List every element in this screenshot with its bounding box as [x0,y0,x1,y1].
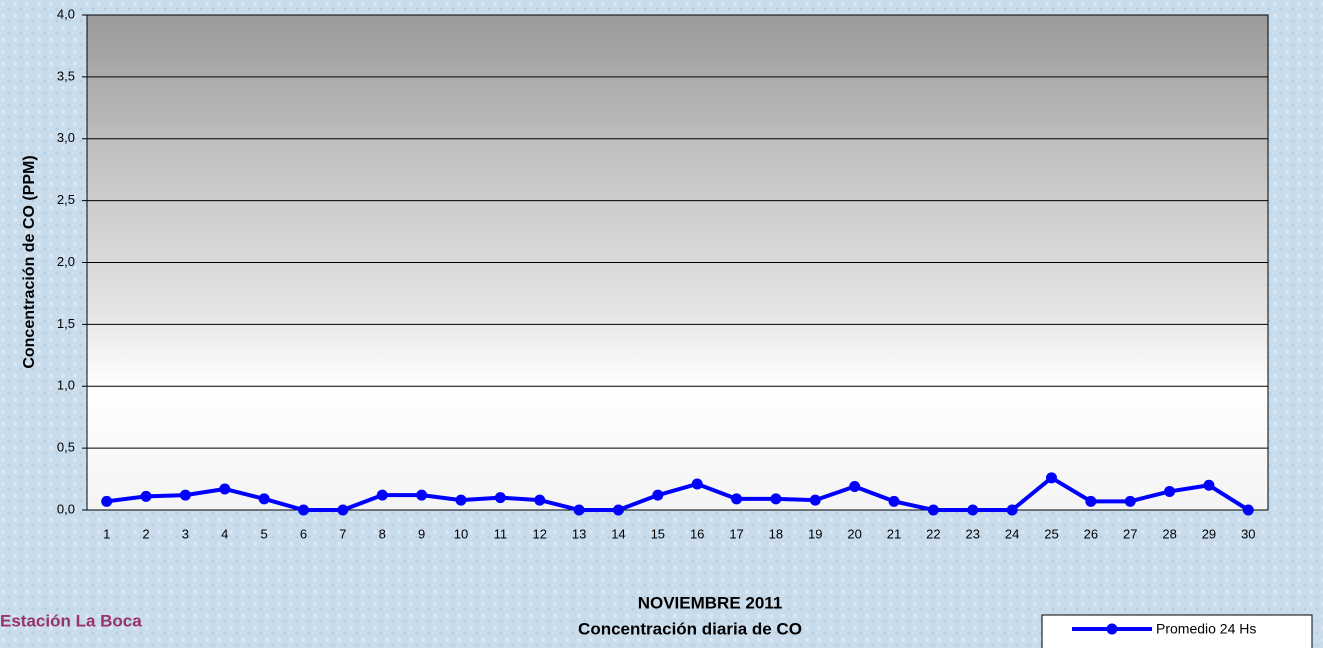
x-tick-label: 30 [1241,526,1255,541]
data-point [810,495,821,506]
station-label: Estación La Boca [0,611,142,630]
x-tick-label: 22 [926,526,940,541]
legend-marker [1107,624,1118,635]
x-tick-label: 5 [261,526,268,541]
data-point [967,505,978,516]
data-point [849,481,860,492]
data-point [377,490,388,501]
x-tick-label: 29 [1202,526,1216,541]
x-tick-label: 17 [729,526,743,541]
x-tick-label: 8 [379,526,386,541]
data-point [1243,505,1254,516]
data-point [495,492,506,503]
x-tick-label: 2 [142,526,149,541]
x-tick-label: 24 [1005,526,1019,541]
data-point [1125,496,1136,507]
x-tick-label: 13 [572,526,586,541]
x-tick-label: 15 [651,526,665,541]
data-point [692,479,703,490]
data-point [928,505,939,516]
x-tick-label: 11 [494,526,508,541]
x-tick-label: 3 [182,526,189,541]
data-point [770,493,781,504]
x-tick-label: 9 [418,526,425,541]
x-tick-label: 1 [103,526,110,541]
data-point [1203,480,1214,491]
x-tick-label: 12 [532,526,546,541]
data-point [337,505,348,516]
chart-title: NOVIEMBRE 2011 [638,593,783,612]
legend-label: Promedio 24 Hs [1156,621,1256,637]
y-tick-label: 1,5 [57,316,75,331]
data-point [1007,505,1018,516]
x-tick-label: 20 [847,526,861,541]
data-point [1085,496,1096,507]
data-point [416,490,427,501]
y-axis-label: Concentración de CO (PPM) [21,155,38,368]
y-tick-label: 3,0 [57,130,75,145]
y-tick-label: 2,5 [57,192,75,207]
x-tick-label: 16 [690,526,704,541]
data-point [1046,472,1057,483]
data-point [219,483,230,494]
data-point [652,490,663,501]
chart: Concentración de CO (PPM) NOVIEMBRE 2011… [0,0,1323,648]
chart-subtitle: Concentración diaria de CO [578,619,802,638]
x-tick-label: 23 [966,526,980,541]
data-point [889,496,900,507]
data-point [141,491,152,502]
y-tick-label: 0,0 [57,501,75,516]
data-point [455,495,466,506]
data-point [731,493,742,504]
x-tick-label: 4 [221,526,228,541]
data-point [613,505,624,516]
data-point [1164,486,1175,497]
x-tick-label: 28 [1162,526,1176,541]
y-tick-label: 0,5 [57,440,75,455]
data-point [180,490,191,501]
data-point [574,505,585,516]
y-tick-label: 4,0 [57,6,75,21]
x-tick-label: 25 [1044,526,1058,541]
y-tick-label: 2,0 [57,254,75,269]
x-tick-label: 27 [1123,526,1137,541]
y-tick-label: 1,0 [57,378,75,393]
data-point [259,493,270,504]
x-tick-label: 18 [769,526,783,541]
data-point [534,495,545,506]
x-tick-label: 21 [887,526,901,541]
x-tick-label: 10 [454,526,468,541]
x-tick-label: 7 [339,526,346,541]
x-tick-label: 14 [611,526,625,541]
x-tick-label: 19 [808,526,822,541]
y-tick-label: 3,5 [57,68,75,83]
data-point [298,505,309,516]
data-point [101,496,112,507]
x-tick-label: 26 [1084,526,1098,541]
x-tick-label: 6 [300,526,307,541]
